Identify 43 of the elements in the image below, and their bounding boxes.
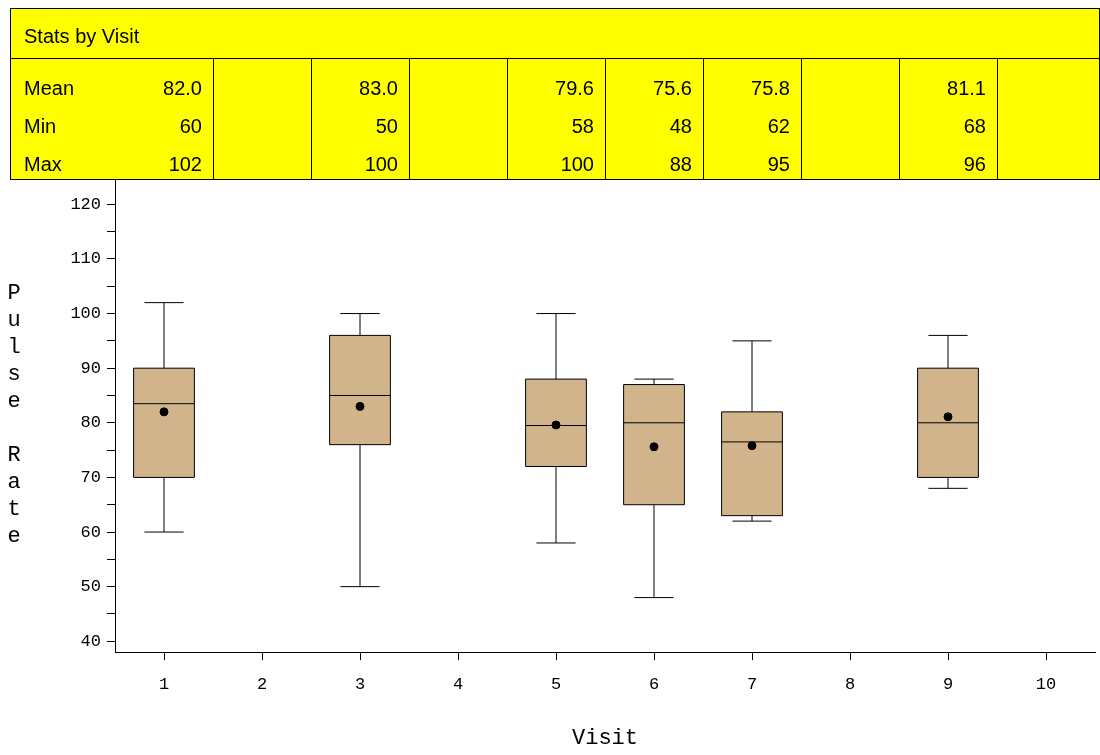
x-tick-label: 7 — [746, 674, 758, 694]
x-tick-label: 8 — [844, 674, 856, 694]
y-tick-label: 60 — [80, 522, 101, 542]
text: 50 — [375, 115, 398, 137]
text: 96 — [963, 153, 986, 175]
x-tick-label: 4 — [452, 674, 464, 694]
x-tick-label: 5 — [550, 674, 562, 694]
chart-title: Stats by Visit — [24, 25, 140, 47]
y-tick-label: 40 — [80, 631, 101, 651]
y-tick-label: 100 — [70, 304, 101, 324]
y-tick-label: 90 — [80, 358, 101, 378]
text: 68 — [963, 115, 986, 137]
y-tick-label: 50 — [80, 577, 101, 597]
text: Pulse Rate — [7, 280, 21, 549]
y-tick-label: 70 — [80, 467, 101, 487]
x-tick-label: 1 — [158, 674, 170, 694]
x-axis-title: Visit — [571, 725, 639, 751]
y-tick-label: 120 — [70, 194, 101, 214]
text: 88 — [669, 153, 692, 175]
text: 83.0 — [359, 77, 398, 99]
x-tick-label: 10 — [1035, 674, 1057, 694]
y-tick-label: 80 — [80, 413, 101, 433]
y-tick-label: 110 — [70, 249, 101, 269]
text: 48 — [669, 115, 692, 137]
text: 95 — [767, 153, 790, 175]
text: 75.8 — [751, 77, 790, 99]
text: 100 — [560, 153, 594, 175]
text: Max — [24, 153, 62, 175]
x-tick-label: 6 — [648, 674, 660, 694]
x-tick-label: 2 — [256, 674, 268, 694]
x-tick-label: 3 — [354, 674, 366, 694]
text: Min — [24, 115, 57, 137]
text: 62 — [767, 115, 790, 137]
text: 82.0 — [163, 77, 202, 99]
text: 102 — [168, 153, 202, 175]
text: Mean — [24, 77, 75, 99]
x-tick-label: 9 — [942, 674, 954, 694]
text: 81.1 — [947, 77, 986, 99]
text: 79.6 — [555, 77, 594, 99]
text: 58 — [571, 115, 594, 137]
text: 100 — [364, 153, 398, 175]
text: 75.6 — [653, 77, 692, 99]
text: 60 — [179, 115, 202, 137]
